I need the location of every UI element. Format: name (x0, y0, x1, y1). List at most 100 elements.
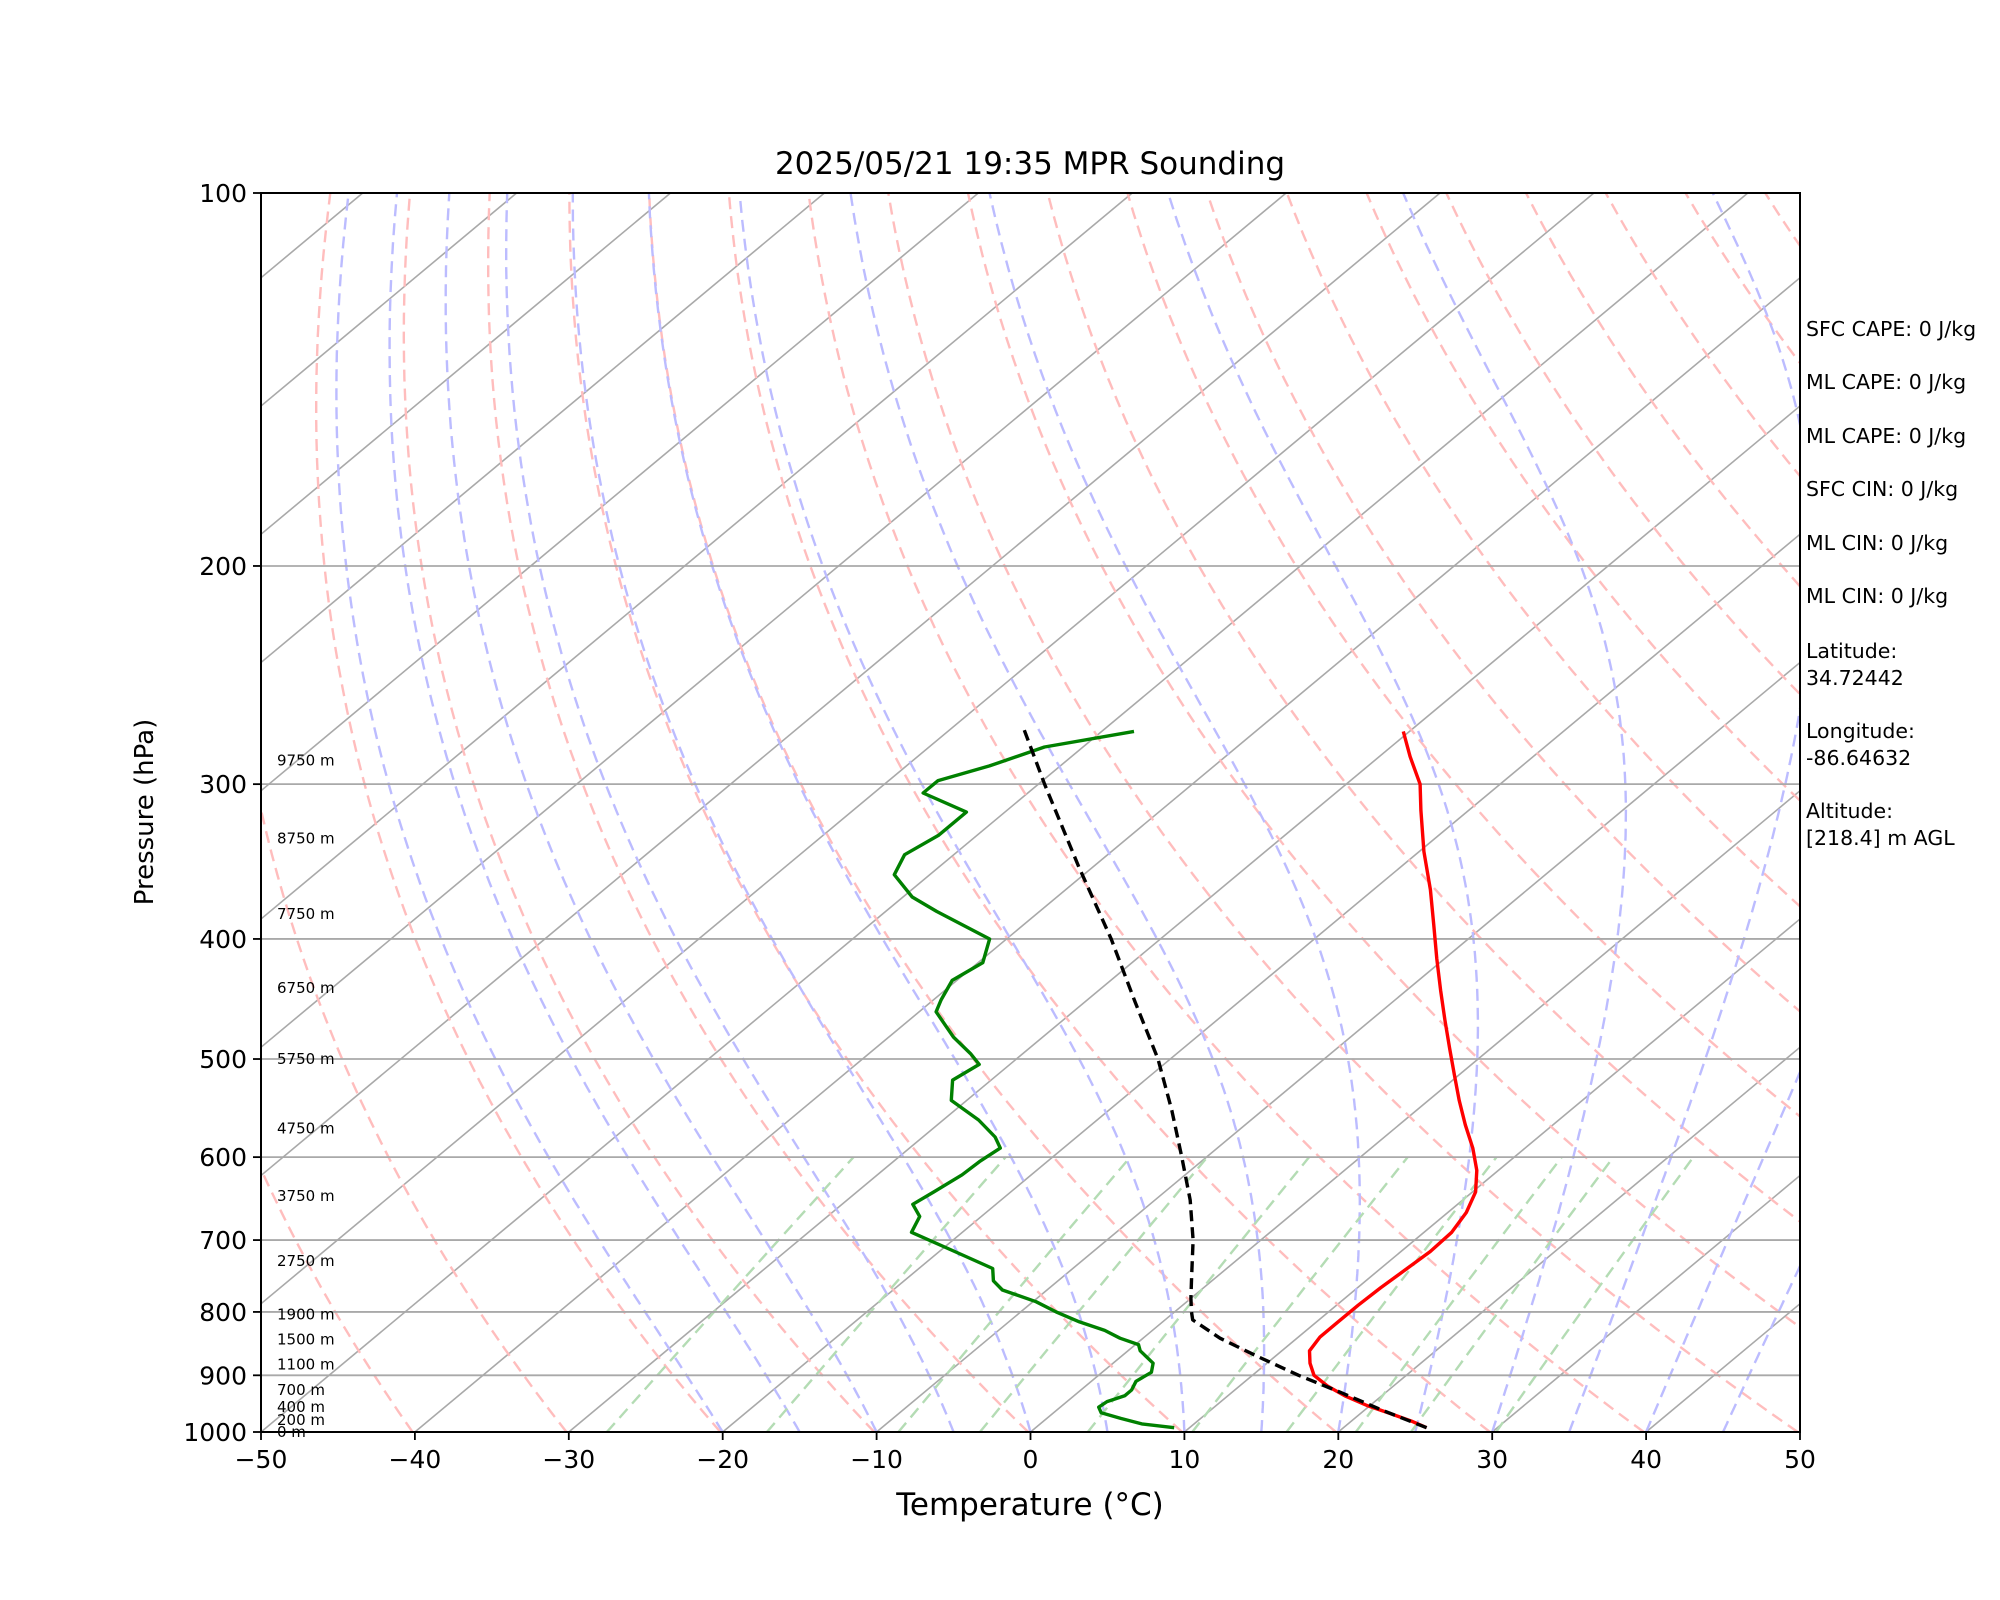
x-tick-label: −20 (696, 1445, 749, 1474)
temperature-line (1307, 730, 1479, 1430)
isotherm-line (414, 276, 1800, 1432)
dry-adiabat-line (1126, 193, 1800, 1118)
ml-cin-text-2: ML CIN: 0 J/kg (1806, 584, 1949, 608)
moist-adiabat-line (1568, 193, 1800, 1432)
dry-adiabat-line (1365, 193, 1800, 803)
x-tick-label: 50 (1784, 1445, 1816, 1474)
x-tick-label: 10 (1168, 1445, 1200, 1474)
height-label: 4750 m (277, 1120, 335, 1138)
dry-adiabat-line (1046, 193, 1800, 1224)
isotherm-line (1183, 917, 1800, 1432)
height-label: 200 m (277, 1411, 325, 1429)
moist-adiabat-line (571, 193, 1032, 1432)
isotherm-line (261, 193, 1133, 921)
height-label: 8750 m (277, 830, 335, 848)
isotherm-line (261, 193, 1287, 1049)
isotherm-line (722, 533, 1800, 1432)
height-label: 2750 m (277, 1252, 335, 1270)
mixing-ratio-line (765, 1156, 1007, 1432)
dry-adiabat-line (1604, 193, 1800, 478)
plot-background (261, 193, 1800, 1432)
mixing-ratio-line (1354, 1156, 1563, 1432)
height-label: 1900 m (277, 1306, 335, 1324)
isotherm-line (568, 404, 1800, 1432)
dry-adiabat-line (887, 193, 1799, 1432)
height-label: 3750 m (277, 1187, 335, 1205)
latitude-label: Latitude: (1806, 639, 1898, 663)
dry-adiabat-line (487, 193, 1030, 1432)
isotherm-line (0, 193, 209, 1432)
y-tick-label: 200 (199, 552, 247, 581)
dry-adiabat-line (402, 193, 876, 1432)
y-tick-label: 500 (199, 1045, 247, 1074)
pressure-gridlines (261, 193, 1800, 1432)
y-axis-label: Pressure (hPa) (130, 719, 160, 906)
dry-adiabat-line (807, 193, 1645, 1432)
y-tick-label: 700 (199, 1226, 247, 1255)
moist-adiabat-line (647, 193, 1109, 1432)
moist-adiabat-line (1721, 1263, 1800, 1432)
moist-adiabat-line (1644, 1069, 1800, 1432)
mixing-ratio-line (1285, 1156, 1498, 1432)
y-tick-label: 1000 (183, 1418, 247, 1447)
x-tick-label: 40 (1630, 1445, 1662, 1474)
x-tick-label: −30 (542, 1445, 595, 1474)
sfc-cin-text: SFC CIN: 0 J/kg (1806, 477, 1959, 501)
moist-adiabat-line (388, 193, 801, 1432)
isotherm-line (1029, 789, 1800, 1432)
isotherm-line (261, 193, 825, 664)
x-tick-label: 0 (1023, 1445, 1039, 1474)
dry-adiabat-line (1206, 193, 1800, 1013)
longitude-label: Longitude: (1806, 719, 1915, 743)
chart-title: 2025/05/21 19:35 MPR Sounding (775, 146, 1285, 182)
ml-cape-text: ML CAPE: 0 J/kg (1806, 370, 1967, 394)
dry-adiabat-line (727, 193, 1491, 1432)
altitude-label: Altitude: (1806, 799, 1894, 823)
height-label: 1100 m (277, 1355, 335, 1373)
isotherm-line (261, 193, 672, 536)
moist-adiabat-line (849, 193, 1266, 1432)
x-tick-label: −40 (389, 1445, 442, 1474)
dewpoint-line (892, 729, 1175, 1430)
y-tick-label: 800 (199, 1298, 247, 1327)
isotherm-line (261, 193, 1749, 1432)
x-tick-label: 30 (1476, 1445, 1508, 1474)
height-label: 9750 m (277, 751, 335, 769)
height-label: 1500 m (277, 1330, 335, 1348)
y-tick-label: 300 (199, 770, 247, 799)
profile-lines (892, 726, 1479, 1430)
height-label: 700 m (277, 1381, 325, 1399)
y-tick-label: 100 (199, 179, 247, 208)
altitude-value: [218.4] m AGL (1806, 826, 1955, 850)
x-tick-label: −10 (850, 1445, 903, 1474)
isotherm-line (261, 193, 518, 408)
mixing-ratio-line (978, 1156, 1209, 1432)
ml-cape-text-2: ML CAPE: 0 J/kg (1806, 424, 1967, 448)
dry-adiabat-line (568, 193, 1183, 1432)
y-tick-label: 900 (199, 1361, 247, 1390)
x-axis-label: Temperature (°C) (895, 1487, 1164, 1523)
mixing-ratio-line (1086, 1156, 1311, 1432)
dry-adiabat-line (1285, 193, 1800, 908)
y-axis-ticks: 1000 900 800 700 600 500 400 300 200 100 (183, 179, 261, 1447)
longitude-value: -86.64632 (1806, 746, 1912, 770)
moist-adiabat-line (1402, 193, 1628, 1432)
y-tick-label: 600 (199, 1143, 247, 1172)
isotherm-line (261, 193, 1595, 1305)
moist-adiabat-line (988, 193, 1361, 1432)
y-tick-label: 400 (199, 925, 247, 954)
ml-cin-text: ML CIN: 0 J/kg (1806, 531, 1949, 555)
x-axis-ticks: −50 −40 −30 −20 −10 0 10 20 30 40 50 (235, 1432, 1816, 1474)
height-label: 6750 m (277, 979, 335, 997)
isotherm-line (261, 193, 979, 792)
isotherm-line (261, 193, 1441, 1177)
sfc-cape-text: SFC CAPE: 0 J/kg (1806, 317, 1977, 341)
background-lines (0, 193, 1800, 1432)
parcel-line (1021, 726, 1428, 1430)
moist-adiabat-line (505, 193, 955, 1432)
moist-adiabat-line (738, 193, 1186, 1432)
latitude-value: 34.72442 (1806, 666, 1904, 690)
mixing-ratio-line (1191, 1156, 1409, 1432)
